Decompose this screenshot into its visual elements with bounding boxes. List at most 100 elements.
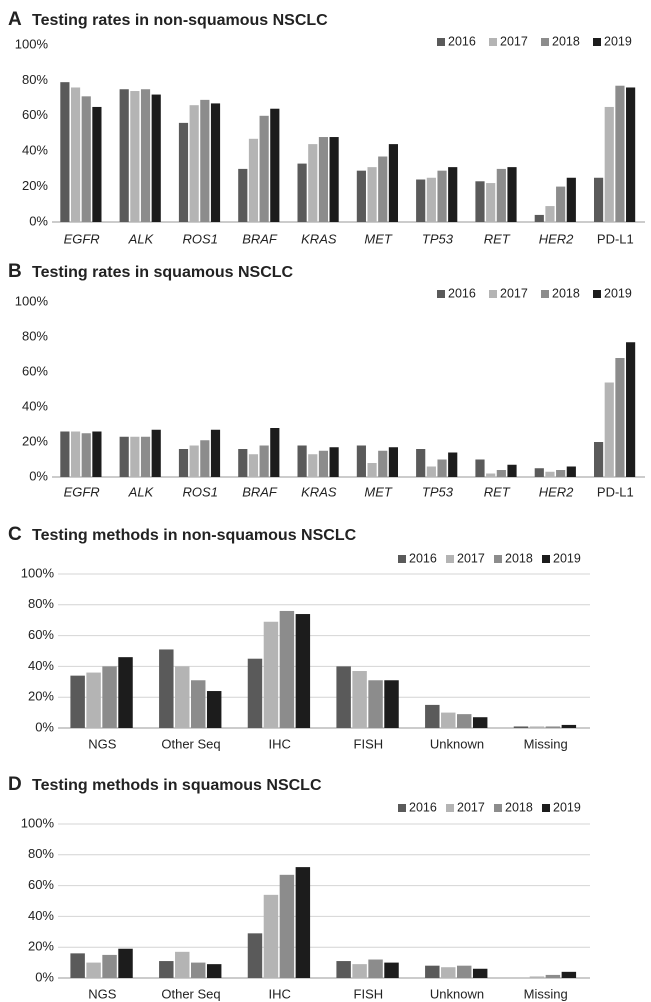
bar <box>318 137 329 222</box>
bar <box>615 85 625 223</box>
bar <box>441 712 456 728</box>
legend-swatch <box>446 804 454 812</box>
legend: 2016 2017 2018 2019 <box>437 286 632 300</box>
bar <box>448 452 458 477</box>
bar <box>352 964 367 978</box>
bar <box>534 468 544 477</box>
bar <box>295 614 311 728</box>
bar <box>151 94 161 222</box>
y-tick-label: 20% <box>28 689 54 704</box>
legend-swatch <box>541 290 549 298</box>
bar <box>384 962 399 978</box>
legend-swatch <box>398 555 406 563</box>
y-tick-label: 0% <box>35 969 54 984</box>
bar <box>210 429 221 477</box>
x-tick-label: PD-L1 <box>597 484 634 499</box>
bar <box>416 179 426 222</box>
bar <box>270 108 280 222</box>
bar <box>472 717 488 728</box>
legend-label: 2019 <box>604 286 632 300</box>
bar <box>308 454 318 477</box>
bar <box>279 874 295 978</box>
bar <box>130 436 140 477</box>
bar <box>507 464 517 477</box>
x-tick-label: IHC <box>268 736 290 751</box>
panel: B Testing rates in squamous NSCLC 0% 20% 40%… <box>8 261 645 499</box>
bar <box>159 649 174 728</box>
bar <box>566 177 576 222</box>
bar <box>86 672 101 728</box>
x-tick-label: Unknown <box>430 736 484 751</box>
x-tick-label: NGS <box>88 736 117 751</box>
panel-label: C <box>8 524 22 545</box>
bar <box>388 447 398 477</box>
bar <box>130 91 140 223</box>
bar <box>475 459 485 477</box>
bar <box>210 103 221 222</box>
legend-label: 2018 <box>552 286 580 300</box>
legend-swatch <box>489 38 497 46</box>
legend-swatch <box>593 38 601 46</box>
bar <box>626 342 636 477</box>
panel: C Testing methods in non-squamous NSCLC 0%… <box>8 524 590 751</box>
legend-swatch <box>446 555 454 563</box>
bar <box>368 680 383 728</box>
bar <box>566 466 576 477</box>
x-tick-label: MET <box>364 484 393 499</box>
legend: 2016 2017 2018 2019 <box>437 34 632 48</box>
bar <box>70 675 85 728</box>
bar <box>191 680 206 728</box>
bar <box>248 138 259 222</box>
legend-label: 2019 <box>553 800 581 814</box>
x-tick-label: TP53 <box>422 231 454 246</box>
bar <box>425 704 440 728</box>
y-tick-label: 100% <box>15 36 49 51</box>
y-tick-label: 0% <box>29 213 48 228</box>
legend-swatch <box>494 804 502 812</box>
bar <box>437 459 447 477</box>
bar <box>529 726 545 728</box>
x-tick-label: FISH <box>354 736 384 751</box>
bar <box>175 951 190 978</box>
y-tick-label: 80% <box>28 596 54 611</box>
bar <box>247 933 263 978</box>
legend-swatch <box>437 38 445 46</box>
x-tick-label: BRAF <box>242 484 278 499</box>
bar <box>486 473 496 477</box>
y-tick-label: 60% <box>28 877 54 892</box>
y-tick-label: 100% <box>21 815 55 830</box>
bar <box>119 89 129 222</box>
legend-label: 2016 <box>448 34 476 48</box>
x-tick-label: KRAS <box>301 231 337 246</box>
legend-label: 2018 <box>505 551 533 565</box>
x-tick-label: RET <box>484 231 511 246</box>
bar <box>151 429 161 477</box>
legend-swatch <box>494 555 502 563</box>
legend-label: 2017 <box>457 551 485 565</box>
bar <box>561 724 577 728</box>
bar <box>119 436 129 477</box>
bar <box>140 89 151 222</box>
x-tick-label: ROS1 <box>183 484 218 499</box>
bar <box>308 144 318 222</box>
x-tick-label: BRAF <box>242 231 278 246</box>
x-tick-label: ALK <box>128 484 155 499</box>
legend-swatch <box>542 804 550 812</box>
bar <box>81 96 91 222</box>
bar <box>60 82 70 222</box>
bar <box>270 428 280 477</box>
legend-swatch <box>542 555 550 563</box>
bar <box>556 470 566 477</box>
x-tick-label: EGFR <box>64 484 100 499</box>
bar <box>561 971 577 978</box>
bar <box>102 666 117 728</box>
bar <box>594 177 604 222</box>
bar <box>60 431 70 477</box>
bar <box>426 177 436 222</box>
panel-label: A <box>8 9 22 30</box>
bar <box>118 657 133 728</box>
bar <box>604 382 614 477</box>
bar <box>513 726 529 728</box>
bar <box>367 167 377 222</box>
